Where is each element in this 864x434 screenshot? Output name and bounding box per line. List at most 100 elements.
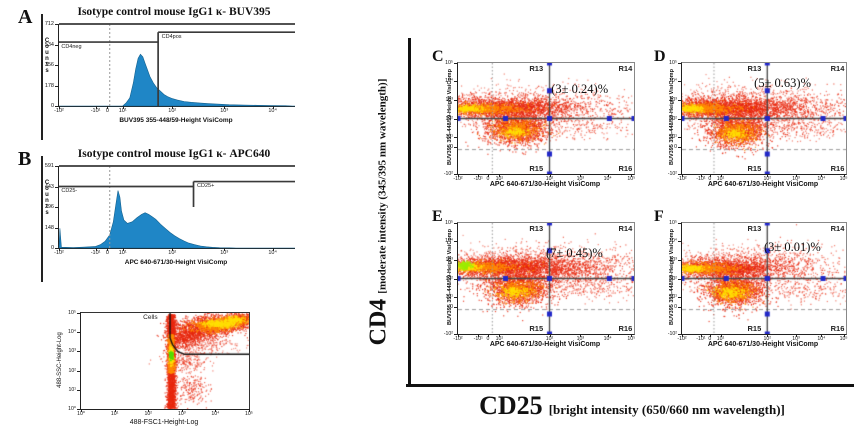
y-tick-mark — [454, 278, 457, 280]
panel-e-plot: R13 R14 R15 R16 (7± 0.45)% -10² -10¹ 0 10¹ 1… — [444, 220, 636, 342]
percent-annotation: (3± 0.24)% — [551, 81, 609, 96]
y-tick-label: 10⁴ — [445, 238, 453, 245]
x-tick-mark — [499, 174, 501, 177]
x-tick-mark — [224, 248, 226, 251]
y-tick-label: 10³ — [669, 256, 678, 263]
quadrant-label-r14: R14 — [618, 64, 633, 74]
y-tick-mark — [55, 106, 58, 107]
y-tick-label: 10² — [68, 367, 77, 374]
x-tick-label: -10¹ — [473, 176, 483, 182]
histogram-svg — [58, 165, 295, 249]
x-tick-mark — [59, 106, 60, 109]
y-tick-mark — [454, 259, 457, 261]
percent-annotation: (7± 0.45)% — [546, 246, 603, 261]
x-tick-mark — [148, 409, 150, 412]
x-tick-mark — [682, 334, 683, 337]
x-tick-mark — [700, 174, 702, 177]
percent-annotation: (3± 0.01)% — [764, 239, 821, 254]
y-tick-mark — [454, 296, 457, 298]
x-tick-label: 10⁴ — [817, 176, 826, 182]
y-tick-label: 10⁵ — [445, 60, 453, 66]
x-tick-label: 10⁴ — [817, 336, 826, 342]
x-tick-mark — [631, 334, 633, 337]
y-tick-mark — [678, 99, 681, 101]
y-tick-mark — [77, 370, 80, 372]
y-tick-label: 0 — [50, 103, 54, 109]
quadrant-label-r13: R13 — [529, 64, 544, 74]
y-tick-label: 10⁴ — [669, 238, 677, 245]
y-tick-mark — [77, 332, 80, 334]
y-tick-mark — [55, 166, 58, 167]
x-tick-mark — [700, 334, 702, 337]
panel-b-letter: B — [18, 148, 32, 170]
y-tick-label: 10¹ — [445, 133, 454, 140]
y-tick-label: 0 — [674, 143, 677, 150]
x-tick-mark — [487, 334, 489, 337]
panel-c-letter: C — [432, 48, 444, 65]
quadrant-label-r14: R14 — [618, 224, 633, 234]
cd25-axis-sub: [bright intensity (650/660 nm wavelength… — [548, 402, 785, 417]
x-tick-label: 10⁴ — [603, 336, 612, 342]
x-tick-mark — [720, 334, 722, 337]
quadrant-label-r13: R13 — [529, 224, 544, 234]
x-tick-label: 10⁴ — [268, 250, 277, 256]
y-tick-mark — [678, 136, 681, 138]
gate-label-cd4pos: CD4pos — [161, 33, 182, 40]
x-tick-label: 10⁵ — [627, 176, 636, 182]
panel-cells: 488-SSC-Height-Log Cells 10⁰ 10¹ 10² 10³ 10⁴… — [50, 298, 296, 434]
x-tick-mark — [59, 248, 60, 251]
y-tick-label: 591 — [44, 163, 54, 169]
x-tick-label: -10² — [54, 108, 64, 114]
x-tick-mark — [215, 409, 217, 412]
x-tick-label: 10³ — [576, 336, 585, 342]
y-tick-label: -10² — [443, 171, 453, 177]
y-tick-mark — [77, 389, 80, 391]
x-tick-mark — [107, 248, 109, 251]
x-tick-label: -10² — [453, 176, 463, 182]
y-tick-mark — [454, 174, 457, 175]
y-tick-mark — [678, 296, 681, 298]
x-tick-mark — [767, 174, 769, 177]
y-tick-label: 10⁴ — [445, 78, 453, 85]
scatter-canvas — [458, 223, 634, 334]
x-tick-label: 0 — [486, 176, 490, 182]
cd25-axis-label: CD25 [bright intensity (650/660 nm wavele… — [408, 391, 856, 421]
y-tick-label: 10⁵ — [669, 60, 677, 66]
y-tick-label: -10² — [667, 331, 677, 337]
panel-b-title: Isotype control mouse IgG1 κ- APC640 — [77, 148, 271, 160]
gate-label-cd25pos: CD25+ — [197, 183, 215, 190]
panel-f-xlabel: APC 640-671/30-Height VisiComp — [707, 341, 819, 348]
x-tick-mark — [487, 174, 489, 177]
quadrant-label-r15: R15 — [529, 323, 544, 333]
quadrant-label-r16: R16 — [618, 323, 633, 333]
x-tick-mark — [122, 106, 124, 109]
x-tick-mark — [249, 409, 250, 412]
y-tick-label: 10¹ — [669, 293, 678, 300]
panel-c-plot: R13 R14 R15 R16 (3± 0.24)% -10² -10¹ 0 10¹ 1… — [444, 60, 636, 182]
panel-c: C BUV395 355-448/59-Height VisiComp R13 … — [430, 42, 648, 200]
cd4-axis-sub: [moderate intensity (345/395 nm waveleng… — [376, 78, 389, 294]
x-tick-label: 10³ — [178, 411, 186, 417]
quadrant-label-r16: R16 — [830, 323, 845, 333]
panel-e-letter: E — [432, 208, 443, 225]
y-tick-mark — [454, 63, 457, 64]
x-tick-label: 10³ — [576, 176, 585, 182]
y-tick-mark — [55, 44, 58, 46]
x-tick-mark — [795, 334, 797, 337]
y-tick-label: 10³ — [669, 96, 678, 103]
cells-ylabel: 488-SSC-Height-Log — [57, 332, 63, 388]
y-tick-label: 712 — [44, 21, 54, 27]
x-tick-label: 10² — [763, 336, 772, 342]
y-tick-label: 148 — [44, 224, 54, 231]
x-tick-label: 10³ — [220, 108, 229, 114]
panel-b-xlabel: APC 640-671/30-Height VisiComp — [124, 259, 228, 266]
x-tick-label: 10¹ — [716, 336, 725, 342]
gate-label-cd25neg: CD25- — [61, 188, 78, 195]
panel-a-xlabel: BUV395 355-448/59-Height VisiComp — [119, 117, 233, 124]
panel-b-axis-bar — [41, 156, 43, 282]
panel-d: D BUV395 355-448/59-Height VisiComp R13 … — [654, 42, 862, 200]
x-tick-mark — [709, 334, 711, 337]
panel-d-plot: R13 R14 R15 R16 (5± 0.63)% -10² -10¹ 0 10¹ 1… — [668, 60, 848, 182]
y-tick-label: 178 — [44, 82, 54, 89]
